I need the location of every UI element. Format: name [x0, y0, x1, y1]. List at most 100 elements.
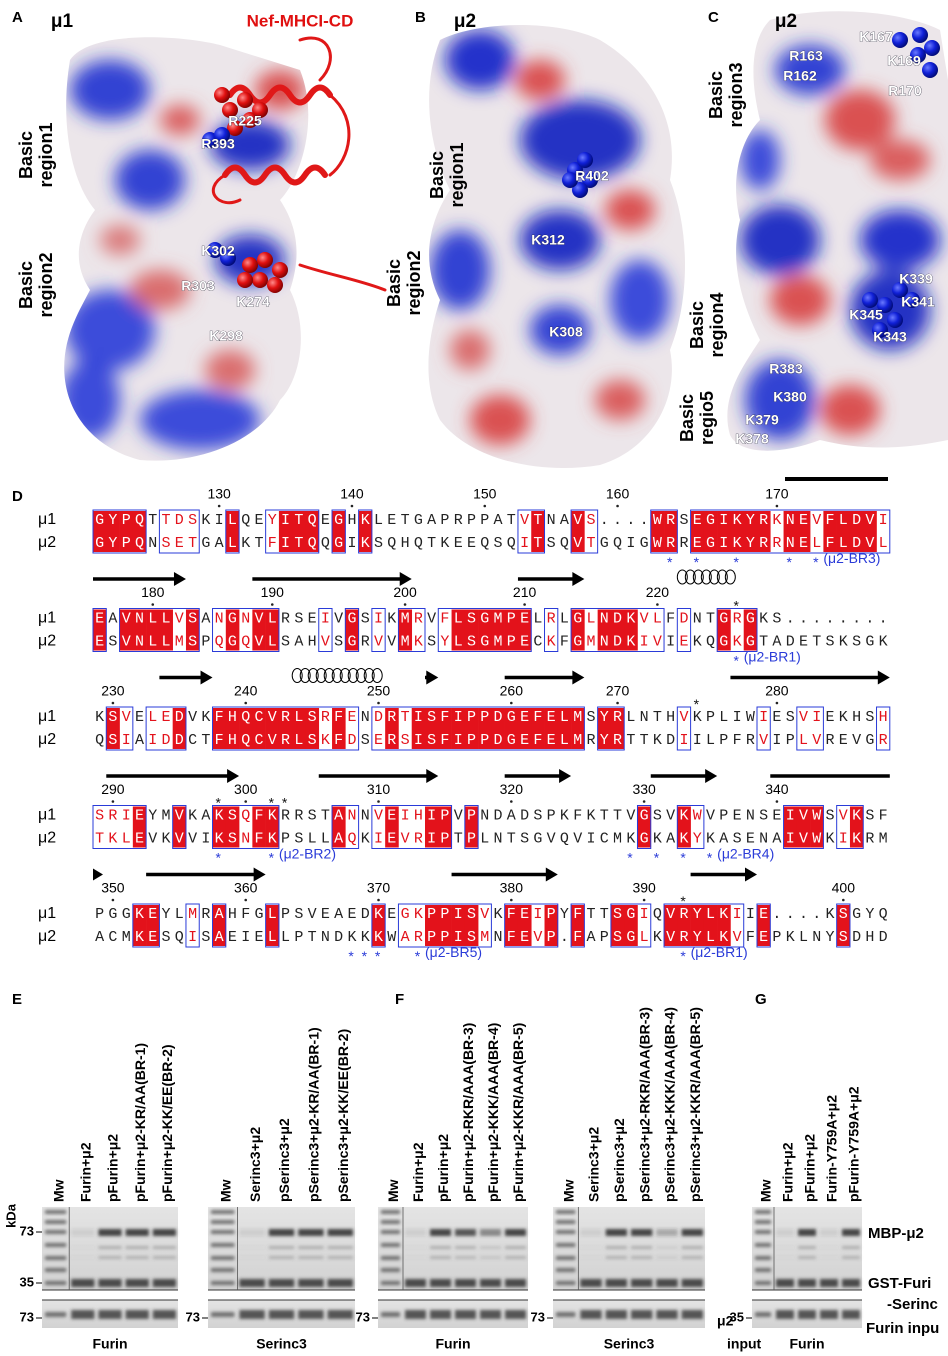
residue: V — [254, 610, 263, 627]
band — [631, 1279, 652, 1287]
residue: K — [679, 830, 688, 847]
chain-label: μ2 — [775, 11, 797, 32]
residue: T — [812, 633, 821, 650]
residue: R — [613, 732, 622, 749]
residue: E — [520, 633, 529, 650]
residue: Q — [706, 633, 715, 650]
band — [153, 1229, 176, 1236]
residue: S — [281, 633, 290, 650]
band — [71, 1310, 94, 1319]
residue: W — [746, 709, 755, 726]
residue: K — [653, 830, 662, 847]
band — [126, 1279, 149, 1287]
charge-patch — [740, 130, 780, 190]
residue: I — [414, 732, 423, 749]
residue: . — [852, 610, 861, 627]
conservation-star: * — [654, 849, 660, 865]
residue: H — [228, 906, 237, 923]
region-label: Basicregion3 — [706, 62, 746, 127]
band — [153, 1246, 176, 1249]
residue: S — [533, 807, 542, 824]
residue: E — [520, 906, 529, 923]
residue: P — [122, 512, 131, 529]
band — [153, 1256, 176, 1259]
residue: I — [427, 830, 436, 847]
residue: M — [494, 610, 503, 627]
residue: S — [786, 709, 795, 726]
ruler-dot — [112, 702, 115, 705]
residue: F — [215, 709, 224, 726]
page: {"panels": [ {"letter": "A", "chain": "μ… — [0, 0, 948, 1356]
ruler-number: 130 — [207, 486, 231, 502]
residue: H — [879, 709, 888, 726]
residue: I — [786, 830, 795, 847]
region-label-line: region4 — [707, 292, 727, 357]
ruler-dot — [776, 800, 779, 803]
residue: K — [706, 830, 715, 847]
residue: R — [759, 535, 768, 552]
residue: Q — [653, 906, 662, 923]
band — [455, 1256, 476, 1259]
conservation-star: * — [813, 554, 819, 570]
surface — [725, 5, 948, 460]
residue: G — [95, 512, 104, 529]
atom-sphere — [237, 272, 253, 288]
residue: F — [440, 732, 449, 749]
conservation-star: * — [667, 554, 673, 570]
residue: E — [387, 807, 396, 824]
residue: Q — [347, 830, 356, 847]
residue: I — [533, 906, 542, 923]
residue: G — [334, 512, 343, 529]
gel-caption: Serinc3 — [604, 1336, 655, 1352]
residue: I — [454, 732, 463, 749]
residue: R — [772, 535, 781, 552]
ruler-number: 200 — [393, 584, 417, 600]
charge-patch — [860, 210, 940, 270]
residue: E — [520, 709, 529, 726]
residue: A — [494, 512, 503, 529]
residue: F — [879, 807, 888, 824]
charge-patch — [60, 360, 120, 440]
residue: K — [653, 929, 662, 946]
residue: Y — [560, 906, 569, 923]
residue: S — [520, 830, 529, 847]
residue: M — [401, 633, 410, 650]
residue: G — [626, 929, 635, 946]
band — [776, 1279, 794, 1287]
ruler-number: 270 — [606, 683, 630, 699]
residue: K — [852, 807, 861, 824]
residue: P — [201, 633, 210, 650]
charge-patch — [605, 190, 655, 230]
residue: Q — [321, 535, 330, 552]
residue: V — [188, 709, 197, 726]
band — [153, 1279, 176, 1287]
marker-band — [755, 1312, 771, 1317]
residue: S — [613, 929, 622, 946]
mark-text — [664, 845, 668, 861]
mark-text: (μ2-BR1) — [744, 648, 801, 664]
band — [776, 1256, 794, 1259]
input-marker: 73 — [531, 1309, 545, 1324]
residue: K — [108, 830, 117, 847]
lane-label: Furin+μ2 — [410, 1142, 426, 1202]
residue-label: K308 — [549, 324, 583, 340]
residue: Q — [560, 535, 569, 552]
residue: G — [228, 610, 237, 627]
conservation-star: * — [680, 849, 686, 865]
sequence-name: μ2 — [38, 534, 56, 551]
residue: D — [494, 807, 503, 824]
band — [480, 1256, 501, 1259]
residue: A — [215, 929, 224, 946]
band — [580, 1246, 601, 1249]
lane-label: pSerinc3+μ2 — [611, 1118, 627, 1202]
residue: Q — [241, 633, 250, 650]
band — [430, 1229, 451, 1236]
residue: S — [108, 732, 117, 749]
ligand-label: Nef-MHCI-CD — [247, 11, 354, 30]
band — [328, 1246, 353, 1249]
residue: K — [374, 929, 383, 946]
mark-text: (μ2-BR1) — [691, 944, 748, 960]
mark-text: (μ2-BR3) — [823, 550, 880, 566]
residue: L — [640, 929, 649, 946]
residue: F — [666, 610, 675, 627]
